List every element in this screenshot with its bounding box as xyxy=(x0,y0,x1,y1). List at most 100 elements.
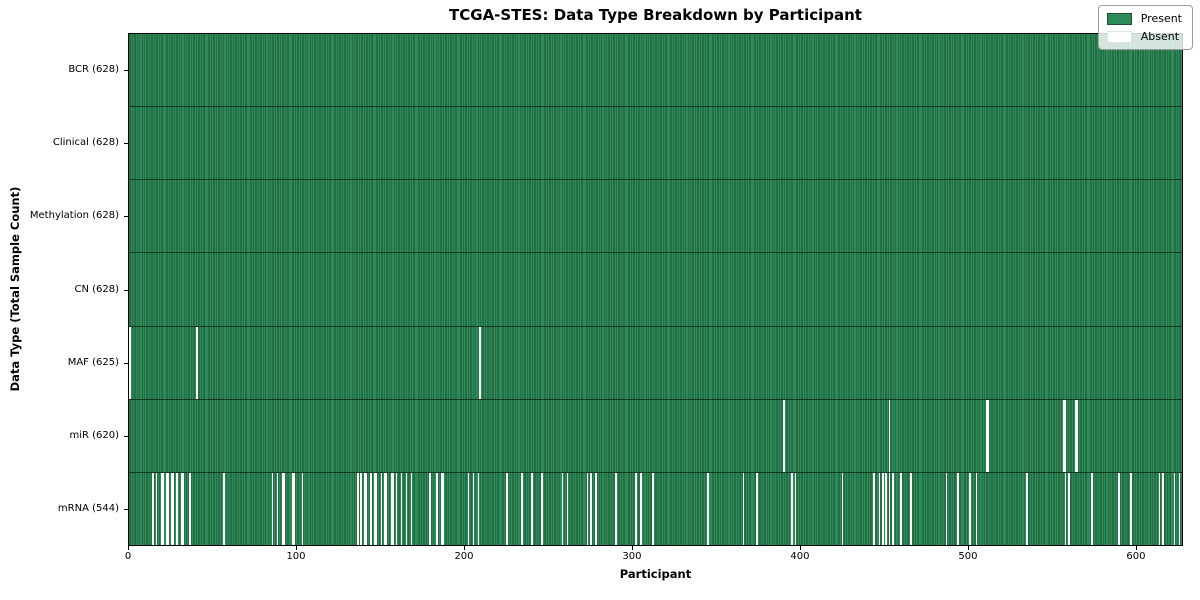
absent-gap xyxy=(360,472,363,545)
absent-gap xyxy=(395,472,398,545)
absent-gap xyxy=(383,472,386,545)
absent-gap xyxy=(129,326,131,399)
absent-gap xyxy=(888,472,891,545)
absent-gap xyxy=(1067,472,1070,545)
y-tick-label: BCR (628) xyxy=(68,63,119,75)
absent-gap xyxy=(375,472,378,545)
absent-gap xyxy=(881,472,884,545)
absent-gap xyxy=(172,472,175,545)
absent-gap xyxy=(283,472,285,545)
absent-gap xyxy=(873,472,876,545)
absent-gap xyxy=(566,472,569,545)
y-tick-mark xyxy=(124,142,128,144)
legend-label-present: Present xyxy=(1140,12,1182,25)
x-tick-label: 600 xyxy=(1126,551,1146,562)
datatype-row-mir xyxy=(129,399,1182,473)
absent-gap xyxy=(271,472,274,545)
absent-gap xyxy=(180,472,183,545)
absent-gap xyxy=(1074,399,1077,472)
absent-gap xyxy=(175,472,178,545)
absent-gap xyxy=(888,399,891,472)
absent-gap xyxy=(531,472,534,545)
absent-gap xyxy=(182,472,185,545)
y-tick-mark xyxy=(124,509,128,511)
absent-gap xyxy=(477,472,480,545)
absent-gap xyxy=(640,472,643,545)
absent-gap xyxy=(910,472,913,545)
absent-gap xyxy=(405,472,408,545)
y-tick-label: CN (628) xyxy=(74,283,119,295)
absent-gap xyxy=(615,472,617,545)
y-tick-mark xyxy=(124,216,128,218)
legend-item-present: Present xyxy=(1106,12,1182,25)
absent-gap xyxy=(1064,472,1067,545)
y-tick-label: Clinical (628) xyxy=(52,136,119,148)
absent-gap xyxy=(878,472,881,545)
absent-gap xyxy=(794,472,797,545)
absent-gap xyxy=(291,472,294,545)
absent-gap xyxy=(900,472,902,545)
x-tick-mark xyxy=(1135,546,1137,550)
absent-gap xyxy=(506,472,508,545)
absent-gap xyxy=(1091,472,1094,545)
absent-gap xyxy=(885,472,887,545)
absent-gap xyxy=(541,472,544,545)
datatype-row-mrna xyxy=(129,472,1182,545)
absent-gap xyxy=(293,472,295,545)
absent-gap xyxy=(595,472,597,545)
absent-gap xyxy=(479,326,482,399)
absent-gap xyxy=(467,472,470,545)
absent-gap xyxy=(442,472,445,545)
absent-gap xyxy=(155,472,158,545)
absent-gap xyxy=(385,472,388,545)
absent-gap xyxy=(586,472,589,545)
datatype-row-clinical xyxy=(129,107,1182,181)
x-tick-label: 200 xyxy=(454,551,474,562)
absent-gap xyxy=(472,472,475,545)
x-tick-mark xyxy=(295,546,297,550)
absent-gap xyxy=(170,472,173,545)
absent-gap xyxy=(957,472,959,545)
absent-gap xyxy=(791,472,793,545)
absent-gap xyxy=(301,472,304,545)
x-tick-mark xyxy=(128,546,129,550)
legend-label-absent: Absent xyxy=(1140,30,1180,43)
x-axis-label: Participant xyxy=(619,567,692,581)
x-tick-label: 100 xyxy=(286,551,306,562)
absent-gap xyxy=(1130,472,1132,545)
absent-gap xyxy=(152,472,155,545)
absent-gap xyxy=(1161,472,1164,545)
plot-area xyxy=(128,33,1183,546)
absent-gap xyxy=(365,472,368,545)
absent-gap xyxy=(1173,472,1176,545)
datatype-row-cn xyxy=(129,253,1182,327)
absent-gap xyxy=(561,472,564,545)
absent-gap xyxy=(1118,472,1120,545)
absent-gap xyxy=(281,472,284,545)
absent-gap xyxy=(370,472,373,545)
absent-gap xyxy=(392,472,394,545)
absent-gap xyxy=(435,472,438,545)
legend-item-absent: Absent xyxy=(1106,30,1182,43)
x-tick-mark xyxy=(463,546,465,550)
y-tick-mark xyxy=(124,289,128,291)
y-tick-label: Methylation (628) xyxy=(29,210,119,222)
absent-gap xyxy=(590,472,592,545)
absent-gap xyxy=(429,472,431,545)
present-swatch-icon xyxy=(1106,12,1132,25)
absent-gap xyxy=(635,472,638,545)
absent-gap xyxy=(160,472,163,545)
absent-gap xyxy=(222,472,225,545)
absent-gap xyxy=(1158,472,1161,545)
absent-gap xyxy=(521,472,524,545)
absent-gap xyxy=(276,472,279,545)
absent-gap xyxy=(969,472,971,545)
x-tick-label: 300 xyxy=(622,551,642,562)
absent-gap xyxy=(975,472,978,545)
absent-gap xyxy=(652,472,654,545)
y-tick-mark xyxy=(124,362,128,364)
absent-gap xyxy=(756,472,758,545)
x-tick-label: 0 xyxy=(124,551,132,562)
absent-swatch-icon xyxy=(1106,30,1132,43)
